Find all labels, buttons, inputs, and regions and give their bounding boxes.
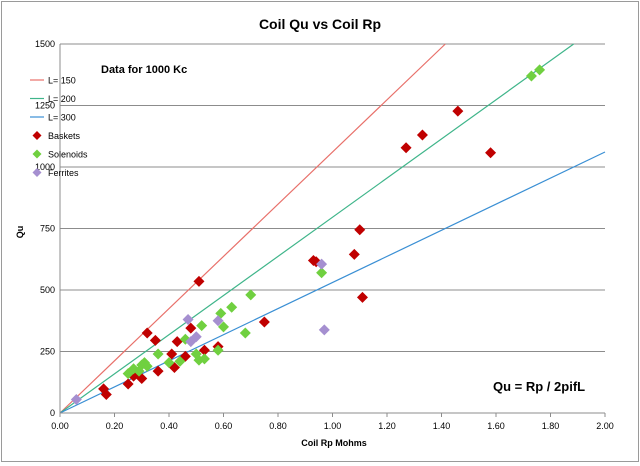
x-tick-label: 0.60	[215, 421, 233, 431]
data-points	[70, 64, 546, 405]
data-note: Data for 1000 Kc	[101, 64, 187, 76]
data-point	[452, 105, 464, 117]
legend-marker-swatch	[32, 168, 42, 177]
legend-label: Ferrites	[48, 168, 79, 178]
data-point	[348, 248, 360, 260]
data-point	[141, 360, 153, 372]
data-point	[141, 327, 153, 339]
reference-line	[59, 151, 606, 414]
data-point	[166, 348, 178, 360]
data-point	[525, 70, 537, 82]
legend-label: Solenoids	[48, 150, 88, 160]
x-tick-label: 1.20	[378, 421, 396, 431]
legend-label: L= 200	[48, 94, 76, 104]
data-point	[416, 129, 428, 141]
data-point	[239, 327, 251, 339]
data-point	[196, 320, 208, 332]
x-tick-label: 1.60	[487, 421, 505, 431]
y-tick-label: 500	[40, 285, 55, 295]
data-point	[316, 267, 328, 279]
data-point	[174, 355, 186, 367]
axes	[59, 44, 606, 417]
legend-marker-swatch	[32, 131, 42, 140]
data-point	[122, 378, 134, 390]
x-axis-label: Coil Rp Mohms	[301, 438, 367, 448]
data-point	[258, 316, 270, 328]
chart-svg: Coil Qu vs Coil Rp 0 250 500 750 1000 1250 150…	[15, 16, 614, 448]
data-point	[185, 322, 197, 334]
data-point	[152, 365, 164, 377]
data-point	[218, 321, 229, 333]
reference-line	[59, 43, 446, 414]
legend-label: L= 300	[48, 113, 76, 123]
data-point	[316, 258, 328, 270]
x-tick-label: 0.00	[51, 421, 69, 431]
data-point	[212, 344, 224, 356]
data-point	[171, 336, 183, 348]
data-point	[245, 289, 257, 301]
x-tick-label: 1.40	[433, 421, 451, 431]
x-tick-label: 0.40	[160, 421, 178, 431]
data-point	[485, 147, 497, 159]
data-point	[190, 331, 202, 343]
data-point	[212, 315, 224, 327]
y-tick-label: 1500	[35, 39, 55, 49]
data-point	[534, 64, 546, 76]
legend-label: L= 150	[48, 76, 76, 86]
grid-lines	[60, 43, 605, 352]
data-point	[354, 224, 366, 236]
data-point	[182, 314, 194, 326]
data-point	[70, 393, 82, 405]
formula-annotation: Qu = Rp / 2pifL	[493, 379, 585, 394]
data-point	[318, 324, 330, 336]
x-tick-label: 0.20	[106, 421, 124, 431]
y-tick-label: 750	[40, 224, 55, 234]
x-tick-label: 1.00	[324, 421, 342, 431]
x-tick-label: 2.00	[596, 421, 614, 431]
data-point	[198, 353, 210, 365]
x-tick-label: 1.80	[542, 421, 560, 431]
y-tick-label: 250	[40, 347, 55, 357]
legend: L= 150 L= 200 L= 300 Baskets Solenoids Ferrit…	[30, 76, 88, 178]
y-axis-label: Qu	[15, 226, 25, 239]
data-point	[193, 275, 205, 287]
legend-label: Baskets	[48, 131, 81, 141]
reference-lines	[59, 43, 606, 414]
data-point	[149, 334, 161, 346]
data-point	[163, 357, 175, 369]
y-tick-label: 1000	[35, 162, 55, 172]
tick-labels: 0 250 500 750 1000 1250 1500 0.00 0.20 0.40 0.60 0.…	[35, 39, 614, 431]
data-point	[198, 344, 210, 356]
data-point	[226, 301, 238, 313]
reference-line	[59, 43, 575, 414]
data-point	[356, 291, 368, 303]
legend-marker-swatch	[32, 149, 42, 159]
y-tick-label: 0	[50, 408, 55, 418]
data-point	[400, 142, 412, 154]
y-tick-label: 1250	[35, 101, 55, 111]
data-point	[152, 348, 164, 360]
data-point	[100, 389, 112, 401]
chart-title: Coil Qu vs Coil Rp	[259, 16, 381, 32]
x-tick-label: 0.80	[269, 421, 287, 431]
